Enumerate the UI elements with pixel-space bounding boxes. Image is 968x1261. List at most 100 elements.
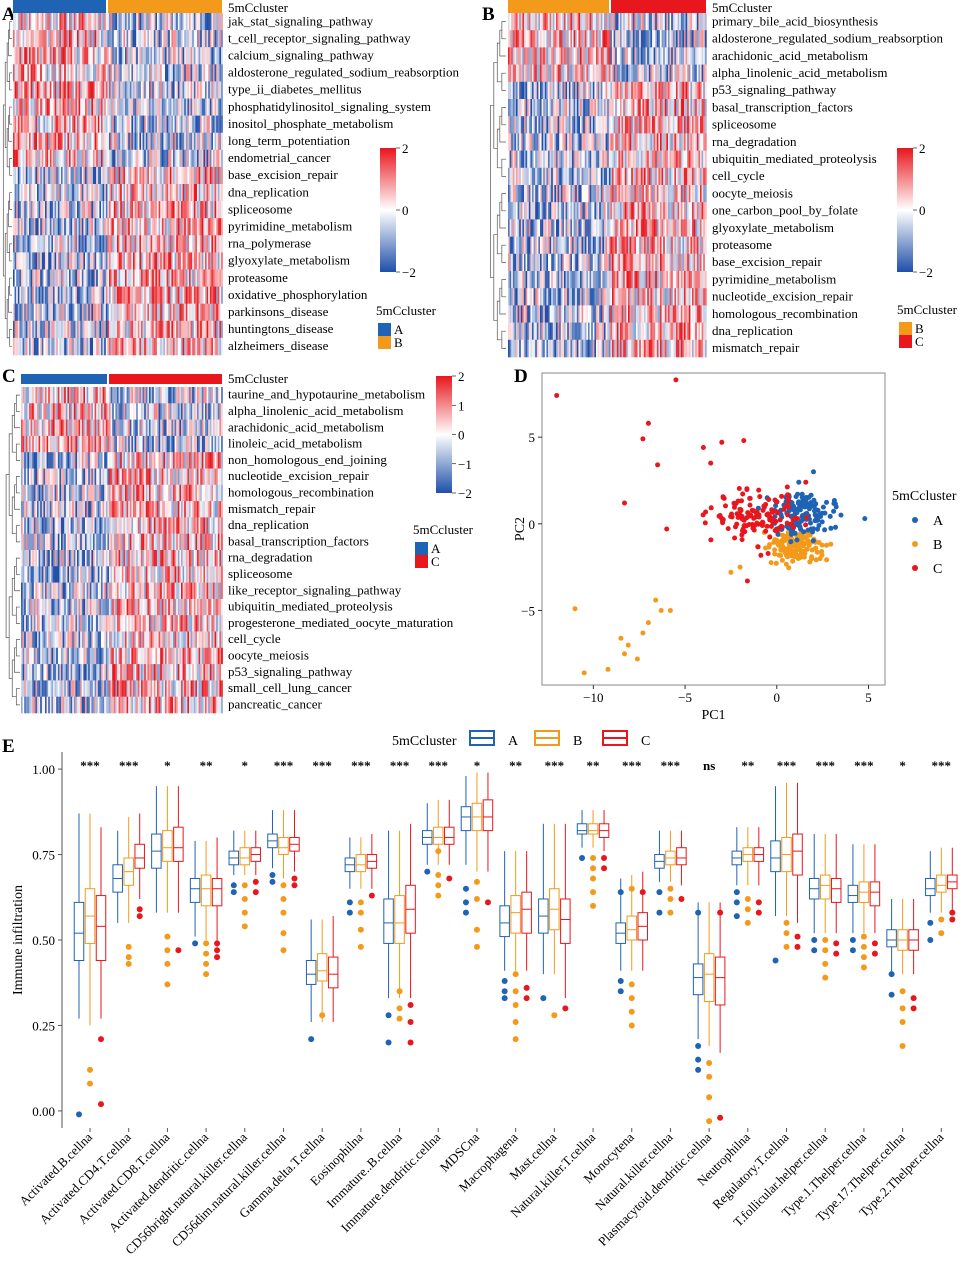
heatmap-cell	[37, 13, 39, 31]
pathway-label: dna_replication	[228, 184, 309, 199]
heatmap-cell	[41, 184, 44, 202]
heatmap-cell	[113, 132, 116, 151]
heatmap-cell	[704, 236, 707, 255]
heatmap-cell	[203, 184, 206, 202]
heatmap-cell	[166, 98, 169, 116]
heatmap-cell	[195, 47, 198, 65]
heatmap-cell	[85, 303, 87, 322]
heatmap-cell	[17, 252, 20, 270]
heatmap-cell	[78, 64, 81, 82]
heatmap-cell	[169, 132, 172, 151]
heatmap-cell	[179, 115, 182, 133]
heatmap-cell	[182, 286, 185, 304]
heatmap-cell	[139, 81, 142, 99]
heatmap-cell	[53, 13, 55, 31]
heatmap-cell	[81, 286, 84, 304]
heatmap-cell	[102, 252, 105, 270]
heatmap-cell	[88, 320, 91, 339]
heatmap-cell	[22, 184, 25, 202]
heatmap-cell	[88, 286, 91, 304]
heatmap-cell	[198, 337, 201, 356]
heatmap-cell	[203, 166, 206, 185]
heatmap-cell	[40, 166, 43, 185]
heatmap-cell	[176, 13, 179, 31]
heatmap-cell	[102, 286, 105, 304]
heatmap-cell	[29, 201, 31, 219]
heatmap-cell	[57, 149, 60, 168]
heatmap-cell	[69, 132, 71, 151]
heatmap-cell	[193, 235, 196, 253]
heatmap-cell	[165, 98, 167, 116]
heatmap-cell	[22, 166, 25, 185]
heatmap-cell	[70, 81, 73, 99]
heatmap-cell	[209, 303, 212, 322]
heatmap-cell	[136, 303, 139, 322]
heatmap-cell	[120, 115, 123, 133]
heatmap-cell	[35, 218, 38, 236]
heatmap-cell	[158, 47, 161, 65]
heatmap-cell	[195, 201, 198, 219]
heatmap-cell	[73, 201, 76, 219]
heatmap-cell	[150, 132, 153, 151]
heatmap-cell	[134, 320, 137, 339]
heatmap-cell	[110, 201, 113, 219]
heatmap-cell	[13, 115, 15, 133]
heatmap-cell	[125, 218, 127, 236]
heatmap-cell	[201, 286, 204, 304]
heatmap-cell	[184, 115, 187, 133]
heatmap-cell	[198, 149, 201, 168]
heatmap-cell	[101, 252, 103, 270]
heatmap-cell	[41, 235, 44, 253]
heatmap-cell	[86, 132, 89, 151]
heatmap-cell	[189, 98, 191, 116]
heatmap-cell	[65, 149, 68, 168]
heatmap-cell	[203, 115, 206, 133]
heatmap-cell	[219, 149, 222, 168]
heatmap-cell	[110, 166, 113, 185]
heatmap-cell	[72, 252, 75, 270]
heatmap-cell	[105, 286, 108, 304]
heatmap-cell	[197, 269, 199, 287]
heatmap-cell	[214, 252, 217, 270]
heatmap-cell	[65, 166, 68, 185]
heatmap-cell	[107, 98, 110, 116]
heatmap-cell	[46, 303, 49, 322]
heatmap-cell	[193, 30, 196, 48]
heatmap-cell	[123, 235, 126, 253]
heatmap-cell	[77, 115, 79, 133]
heatmap-cell	[70, 252, 73, 270]
heatmap-cell	[83, 64, 86, 82]
heatmap-cell	[142, 149, 145, 168]
heatmap-cell	[193, 149, 196, 168]
heatmap-cell	[161, 218, 164, 236]
legend-label-A: A	[394, 322, 404, 337]
heatmap-cell	[113, 98, 116, 116]
heatmap-cell	[102, 30, 105, 48]
heatmap-cell	[80, 320, 83, 339]
heatmap-cell	[41, 64, 44, 82]
heatmap-cell	[25, 320, 28, 339]
heatmap-cell	[217, 269, 220, 287]
heatmap-cell	[86, 64, 89, 82]
heatmap-cell	[67, 235, 70, 253]
heatmap-cell	[584, 13, 587, 31]
heatmap-cell	[126, 64, 129, 82]
heatmap-cell	[137, 218, 140, 236]
heatmap-cell	[149, 184, 151, 202]
legend-swatch-B	[378, 336, 391, 349]
heatmap-cell	[19, 149, 22, 168]
heatmap-cell	[142, 269, 145, 287]
heatmap-cell	[46, 184, 49, 202]
heatmap-cell	[45, 13, 47, 31]
heatmap-cell	[54, 132, 57, 151]
heatmap-cell	[158, 132, 161, 151]
heatmap-cell	[168, 337, 171, 356]
heatmap-cell	[168, 286, 171, 304]
heatmap-cell	[43, 13, 46, 31]
heatmap-cell	[25, 166, 28, 185]
heatmap-cell	[67, 81, 70, 99]
heatmap-cell	[16, 149, 19, 168]
heatmap-cell	[219, 235, 222, 253]
heatmap-cell	[88, 269, 91, 287]
heatmap-cell	[54, 337, 57, 356]
